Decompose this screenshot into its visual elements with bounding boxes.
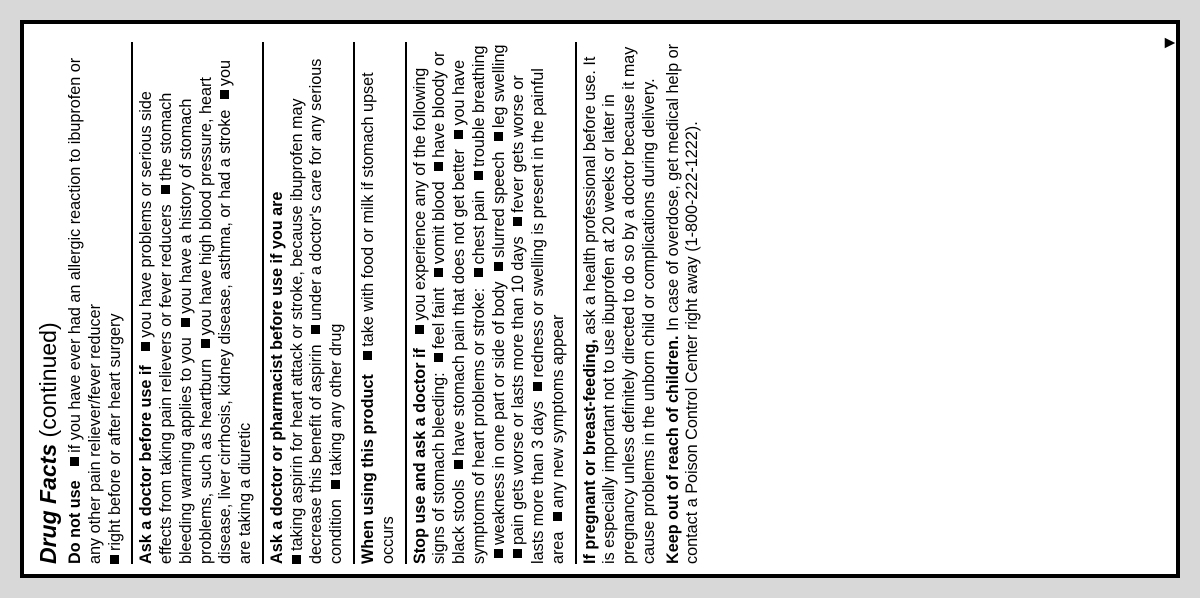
bullet-icon xyxy=(434,268,443,277)
divider xyxy=(405,42,407,564)
bullet-icon xyxy=(292,555,301,564)
lead-do-not-use: Do not use xyxy=(66,480,84,564)
bullet-text: taking any other drug xyxy=(327,324,345,476)
drug-facts-content: Drug Facts (continued) Do not use if you… xyxy=(24,24,1180,578)
bullet-text: leg swelling xyxy=(490,44,508,128)
section-stop-use: Stop use and ask a doctor if you experie… xyxy=(411,42,569,564)
bullet-icon xyxy=(220,90,229,99)
bullet-icon xyxy=(363,351,372,360)
bullet-icon xyxy=(201,339,210,348)
section-ask-pharmacist: Ask a doctor or pharmacist before use if… xyxy=(268,42,347,564)
bullet-icon xyxy=(311,325,320,334)
bullet-icon xyxy=(181,318,190,327)
bullet-icon xyxy=(474,268,483,277)
bullet-text: slurred speech xyxy=(490,152,508,258)
bullet-icon xyxy=(331,480,340,489)
bullet-icon xyxy=(454,460,463,469)
bullet-icon xyxy=(141,342,150,351)
divider xyxy=(575,42,577,564)
divider xyxy=(131,42,133,564)
bullet-icon xyxy=(474,171,483,180)
section-when-using: When using this product take with food o… xyxy=(359,42,399,564)
bullet-text: feel faint xyxy=(430,288,448,349)
section-ask-doctor: Ask a doctor before use if you have prob… xyxy=(137,42,256,564)
section-pregnant: If pregnant or breast-feeding, ask a hea… xyxy=(581,42,660,564)
bullet-icon xyxy=(533,382,542,391)
bullet-text: vomit blood xyxy=(430,181,448,264)
bullet-text: weakness in one part or side of body xyxy=(490,281,508,545)
bullet-icon xyxy=(161,185,170,194)
bullet-icon xyxy=(454,130,463,139)
bullet-icon xyxy=(494,549,503,558)
bullet-text: pain gets worse or lasts more than 10 da… xyxy=(509,236,527,545)
bullet-text: trouble breathing xyxy=(470,46,488,168)
bullet-icon xyxy=(110,555,119,564)
bullet-icon xyxy=(494,132,503,141)
bullet-text: any new symptoms appear xyxy=(549,315,567,508)
lead-ask-pharmacist: Ask a doctor or pharmacist before use if… xyxy=(268,192,286,564)
bullet-text: have stomach pain that does not get bett… xyxy=(450,149,468,456)
bullet-text: chest pain xyxy=(470,191,488,265)
heading-italic: Drug Facts xyxy=(35,444,61,564)
heading: Drug Facts (continued) xyxy=(34,42,62,564)
divider xyxy=(262,42,264,564)
section-do-not-use: Do not use if you have ever had an aller… xyxy=(66,42,125,564)
bullet-icon xyxy=(415,325,424,334)
section-keep-out: Keep out of reach of children. In case o… xyxy=(664,42,704,564)
lead-pregnant: If pregnant or breast-feeding, xyxy=(581,339,599,564)
continue-arrow-icon: ▼ xyxy=(1160,34,1178,52)
drug-facts-panel: Drug Facts (continued) Do not use if you… xyxy=(20,20,1180,578)
heading-continued: (continued) xyxy=(35,322,61,443)
lead-keep-out: Keep out of reach of children. xyxy=(664,336,682,564)
bullet-icon xyxy=(434,353,443,362)
lead-ask-doctor: Ask a doctor before use if xyxy=(137,365,155,564)
bullet-icon xyxy=(434,162,443,171)
lead-stop-use: Stop use and ask a doctor if xyxy=(411,348,429,564)
bullet-icon xyxy=(553,512,562,521)
divider xyxy=(353,42,355,564)
bullet-icon xyxy=(513,217,522,226)
bullet-icon xyxy=(70,457,79,466)
lead-when-using: When using this product xyxy=(359,374,377,564)
bullet-text: right before or after heart surgery xyxy=(106,313,124,551)
bullet-icon xyxy=(494,262,503,271)
bullet-icon xyxy=(513,549,522,558)
